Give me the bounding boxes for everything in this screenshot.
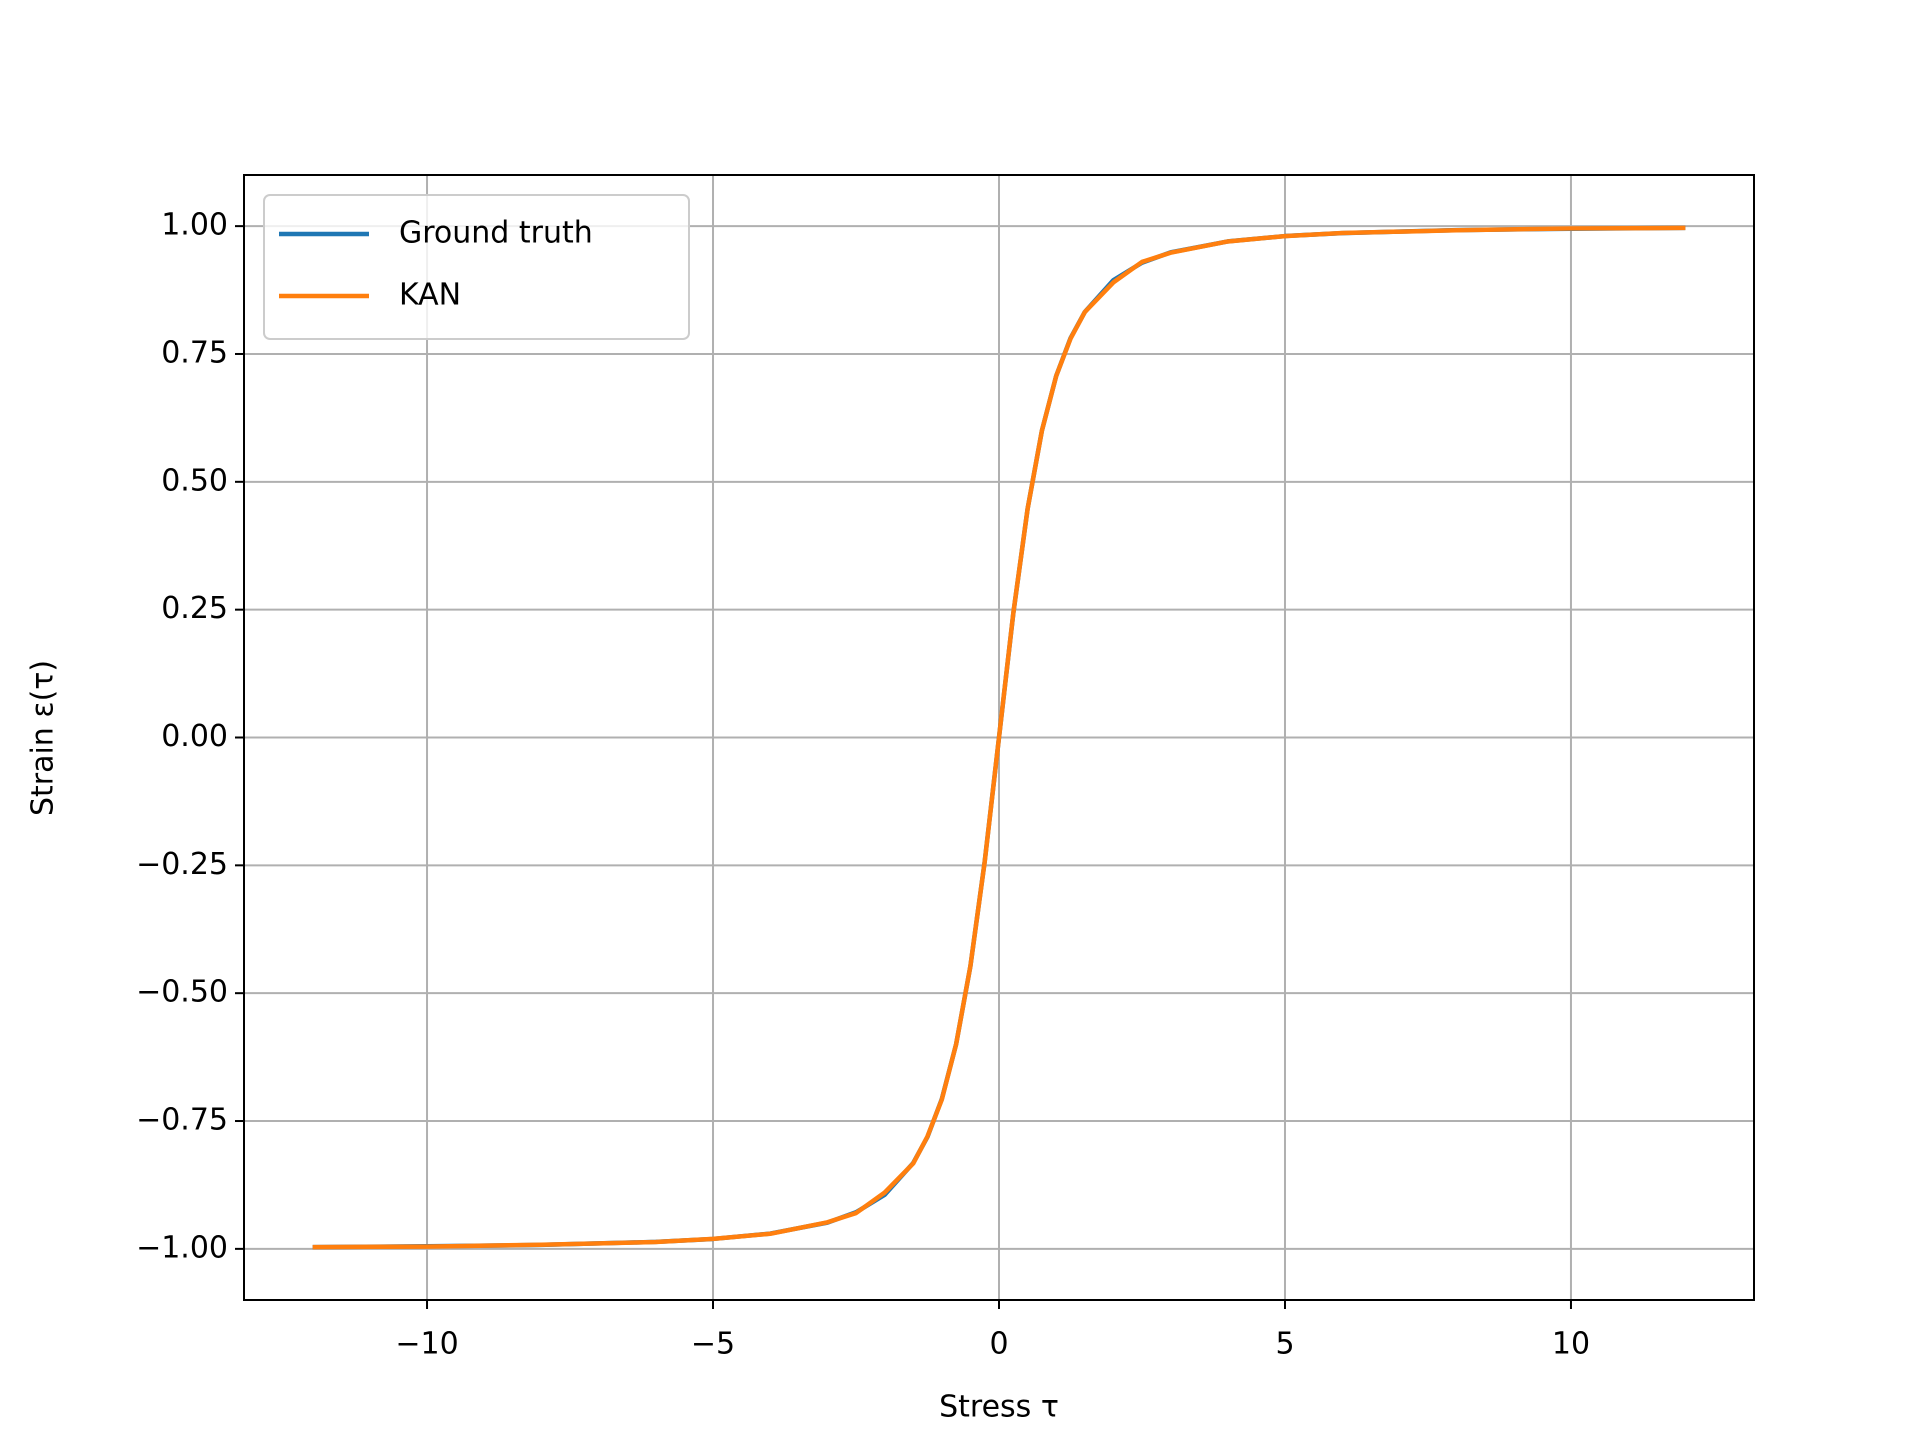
y-tick-label: 0.00 (161, 719, 228, 754)
legend-label: Ground truth (399, 216, 593, 251)
x-tick-label: 5 (1275, 1327, 1294, 1362)
legend-box (263, 194, 690, 340)
x-tick-label: 10 (1552, 1327, 1590, 1362)
y-tick-label: 0.50 (161, 463, 228, 498)
x-tick-label: −10 (395, 1327, 458, 1362)
y-tick-label: −0.50 (136, 975, 228, 1010)
y-tick-label: −0.75 (136, 1103, 228, 1138)
y-tick-label: 1.00 (161, 208, 228, 243)
y-tick-label: 0.25 (161, 591, 228, 626)
y-tick-label: −1.00 (136, 1230, 228, 1265)
axes-frame (243, 174, 1755, 1301)
y-tick-label: 0.75 (161, 335, 228, 370)
y-tick-label: −0.25 (136, 847, 228, 882)
x-tick-label: −5 (691, 1327, 735, 1362)
plot-area: −10 −5 0 5 10 −1.00 −0.75 −0.50 −0.25 0.00 0.25 0.5… (136, 174, 1755, 1362)
series-line (312, 225, 1686, 1250)
x-axis-label: Stress τ (939, 1390, 1059, 1425)
legend-label: KAN (399, 278, 461, 313)
x-tick-label: 0 (989, 1327, 1008, 1362)
legend: Ground truth KAN (263, 194, 690, 340)
y-axis-label: Strain ε(τ) (26, 660, 61, 816)
